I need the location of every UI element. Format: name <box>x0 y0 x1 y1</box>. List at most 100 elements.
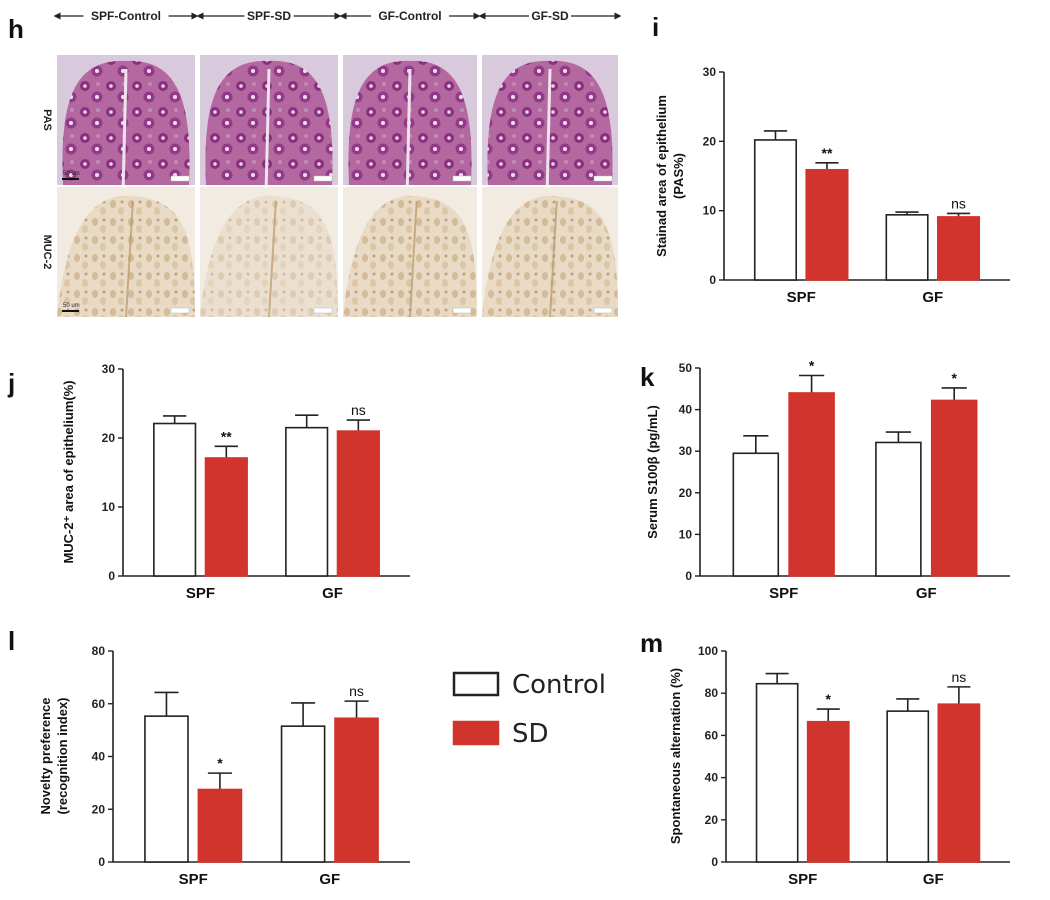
micrograph-muc-2-spf-sd <box>200 187 338 318</box>
chart-l: l 0 20 40 60 80 Novelty preference (recognition… <box>8 626 410 888</box>
micrograph-pas-gf-control <box>343 55 477 186</box>
column-header-spf-sd: SPF-SD <box>247 9 291 23</box>
scale-bar-label: 50 um <box>63 171 80 177</box>
y-tick-label: 80 <box>705 686 719 700</box>
bar-control-spf <box>753 139 798 281</box>
category-label-spf: SPF <box>788 871 817 888</box>
significance-marker: ns <box>349 683 364 699</box>
muc-stain-line <box>409 200 418 318</box>
chart-k: k 0 10 20 30 40 50 Serum S100β (pg/mL) * SPF * GF <box>640 357 1010 602</box>
y-tick-label: 0 <box>98 855 105 869</box>
micrograph-pas-gf-sd <box>482 55 618 186</box>
y-axis-label-line: (PAS%) <box>671 153 686 199</box>
muc-tissue <box>343 195 477 317</box>
y-tick-label: 60 <box>92 697 106 711</box>
y-tick-label: 40 <box>92 750 106 764</box>
bar-group-spf: * SPF <box>732 357 835 602</box>
micrograph-grid: 50 um 50 um <box>57 55 618 318</box>
scale-box <box>593 175 613 182</box>
bar-sd-spf <box>788 392 835 577</box>
legend-label: SD <box>512 719 549 749</box>
bar-group-spf: * SPF <box>144 691 243 888</box>
muc-tissue <box>57 195 195 317</box>
muc-stain-line <box>268 200 277 318</box>
y-tick-label: 20 <box>102 431 116 445</box>
chart-j: j 0 10 20 30 MUC-2⁺ area of epithelium(%) ** SP… <box>7 362 410 602</box>
bar-control-spf <box>144 715 189 863</box>
significance-marker: ns <box>951 195 966 211</box>
y-axis-label: MUC-2⁺ area of epithelium(%) <box>61 380 76 563</box>
y-tick-label: 100 <box>698 644 718 658</box>
y-axis-label-line: Stainad area of epithelium <box>654 95 669 257</box>
significance-marker: * <box>217 755 223 771</box>
y-tick-label: 0 <box>709 273 716 287</box>
bar-group-gf: ns GF <box>285 402 380 602</box>
category-label-gf: GF <box>923 871 944 888</box>
y-axis-label-line: MUC-2⁺ area of epithelium(%) <box>61 380 76 563</box>
y-axis-label: Spontaneous alternation (%) <box>668 668 683 844</box>
bar-group-spf: ** SPF <box>153 415 248 602</box>
bar-control-spf <box>755 682 799 863</box>
panel-label-h: h <box>8 14 24 44</box>
category-label-spf: SPF <box>787 289 816 306</box>
y-axis-label-line: (recognition index) <box>55 698 70 815</box>
y-tick-label: 20 <box>92 802 106 816</box>
bar-group-gf: ns GF <box>886 669 981 888</box>
category-label-gf: GF <box>322 585 343 602</box>
chart-m: m 0 20 40 60 80 100 Spontaneous alternation (%)… <box>640 628 1010 888</box>
bar-control-gf <box>875 441 922 577</box>
micrograph-row-labels: PAS MUC-2 <box>41 109 53 269</box>
column-header-spf-control: SPF-Control <box>91 9 161 23</box>
bar-control-gf <box>885 214 929 281</box>
significance-marker: ns <box>351 402 366 418</box>
column-header-gf-control: GF-Control <box>378 9 441 23</box>
column-header-gf-sd: GF-SD <box>531 9 569 23</box>
legend-label: Control <box>512 670 606 700</box>
pas-lumen <box>405 68 412 186</box>
category-label-gf: GF <box>922 289 943 306</box>
y-axis-label: Stainad area of epithelium (PAS%) <box>654 95 686 257</box>
row-label-pas: PAS <box>41 109 53 131</box>
bar-sd-spf <box>806 720 850 863</box>
micrograph-muc-2-gf-sd <box>482 187 618 318</box>
micrograph-pas-spf-sd <box>200 55 338 186</box>
y-axis-label-line: Serum S100β (pg/mL) <box>645 405 660 539</box>
pas-lumen <box>545 68 552 186</box>
bar-group-gf: ns GF <box>885 195 981 306</box>
bar-group-gf: * GF <box>875 370 978 602</box>
legend-swatch <box>452 671 500 697</box>
bar-sd-spf <box>805 168 849 281</box>
significance-marker: ns <box>951 669 966 685</box>
bar-control-gf <box>886 710 930 863</box>
bar-control-spf <box>153 422 197 577</box>
scale-box <box>313 307 333 314</box>
panel-label-l: l <box>8 626 15 656</box>
y-axis-label-line: Spontaneous alternation (%) <box>668 668 683 844</box>
bar-sd-gf <box>336 430 380 577</box>
y-tick-label: 10 <box>703 204 717 218</box>
y-tick-label: 50 <box>679 361 693 375</box>
category-label-spf: SPF <box>186 585 215 602</box>
bar-group-gf: ns GF <box>280 683 379 888</box>
y-tick-label: 0 <box>711 855 718 869</box>
legend: Control SD <box>452 670 606 749</box>
significance-marker: * <box>809 357 815 373</box>
bar-group-spf: * SPF <box>755 672 850 888</box>
muc-stain-line <box>125 200 134 318</box>
panel-label-m: m <box>640 628 663 658</box>
y-tick-label: 20 <box>703 134 717 148</box>
category-label-spf: SPF <box>769 585 798 602</box>
micrograph-column-headers: SPF-Control SPF-SD GF-Control GF-SD <box>53 8 622 23</box>
panel-label-j: j <box>7 368 15 398</box>
muc-tissue <box>482 195 618 317</box>
y-axis-label: Novelty preference (recognition index) <box>38 697 70 814</box>
bar-sd-gf <box>334 717 379 863</box>
scale-box <box>313 175 333 182</box>
bar-sd-gf <box>930 399 978 577</box>
y-tick-label: 30 <box>679 444 693 458</box>
y-tick-label: 30 <box>703 65 717 79</box>
significance-marker: * <box>951 370 957 386</box>
significance-marker: * <box>826 691 832 707</box>
column-header-backing <box>371 8 449 23</box>
